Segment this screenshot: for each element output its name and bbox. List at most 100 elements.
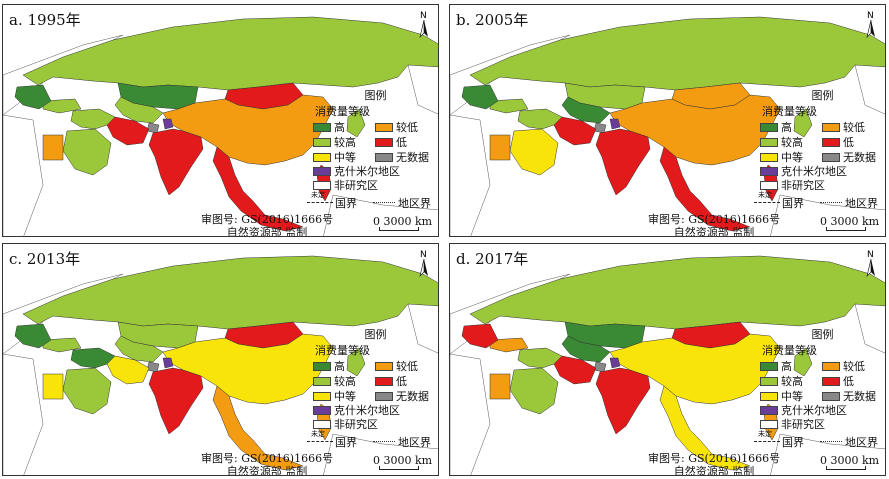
scale-zero: 0	[820, 215, 827, 228]
legend-item-non-study: 非研究区	[313, 417, 438, 431]
region-japan	[793, 347, 813, 377]
region-japan	[793, 108, 813, 138]
region-china	[162, 333, 334, 405]
map-legend: 图例 消费量等级 高 较低 较高 低 中等 无数据 克什米尔地区 非研究区	[760, 326, 885, 431]
legend-title: 图例	[811, 328, 834, 341]
undetermined-label: 未定	[758, 430, 772, 438]
undetermined-label: 未定	[311, 191, 325, 199]
region-middle-east	[517, 347, 563, 369]
boundary-legend: 未定 国界 地区界	[750, 430, 885, 449]
approval-line-1: 审图号: GS(2016)1666号	[648, 213, 781, 226]
legend-item-high: 高	[760, 359, 822, 373]
legend-item-nodata: 无数据	[375, 389, 437, 403]
legend-item-medium: 中等	[760, 389, 822, 403]
legend-subtitle: 消费量等级	[315, 344, 370, 357]
scale-bar: 0 3000 km	[373, 454, 433, 470]
north-arrow-icon: N	[419, 11, 428, 38]
legend-item-high: 高	[760, 120, 822, 134]
region-kashmir	[162, 118, 174, 130]
scale-distance: 3000 km	[383, 454, 433, 467]
region-middle-east	[517, 108, 563, 130]
region-sea	[659, 385, 751, 471]
legend-item-higher: 较高	[760, 374, 822, 388]
region-yemen	[42, 134, 64, 161]
map-legend: 图例 消费量等级 高 较低 较高 低 中等 无数据 克什米尔地区 非研究区	[313, 326, 438, 431]
legend-item-low: 低	[822, 135, 884, 149]
region-middle-east	[70, 108, 116, 130]
approval-line-2: 自然资源部 监制	[226, 226, 308, 237]
region-russia	[469, 16, 885, 91]
legend-item-low: 低	[822, 374, 884, 388]
legend-item-lower: 较低	[375, 120, 437, 134]
undetermined-label: 未定	[311, 430, 325, 438]
legend-subtitle: 消费量等级	[315, 105, 370, 118]
national-boundary-label: 国界	[782, 436, 804, 449]
approval-line-2: 自然资源部 监制	[226, 465, 308, 476]
legend-item-low: 低	[375, 374, 437, 388]
region-arabia	[62, 128, 112, 176]
scale-distance: 3000 km	[830, 215, 880, 228]
legend-item-non-study: 非研究区	[760, 417, 885, 431]
map-canvas	[450, 16, 885, 236]
legend-title: 图例	[364, 89, 387, 102]
regional-boundary-label: 地区界	[398, 197, 431, 210]
legend-item-higher: 较高	[313, 135, 375, 149]
national-boundary-label: 国界	[335, 197, 357, 210]
region-central-asia	[114, 335, 164, 363]
legend-item-nodata: 无数据	[822, 389, 884, 403]
region-turkey	[489, 98, 529, 114]
legend-item-kashmir: 克什米尔地区	[313, 164, 438, 178]
region-arabia	[509, 128, 559, 176]
scale-zero: 0	[373, 454, 380, 467]
region-se-europe	[461, 84, 499, 110]
region-russia	[22, 255, 438, 330]
map-panel-b: b. 2005年 N 图例 消费量等级 高 较低 较高 低 中等 无数据 克什米…	[449, 4, 886, 237]
approval-line-1: 审图号: GS(2016)1666号	[201, 213, 334, 226]
map-approval-number: 审图号: GS(2016)1666号 自然资源部 监制	[201, 452, 334, 476]
legend-subtitle: 消费量等级	[762, 105, 817, 118]
map-legend: 图例 消费量等级 高 较低 较高 低 中等 无数据 克什米尔地区 非研究区	[313, 87, 438, 192]
scale-bar: 0 3000 km	[820, 215, 880, 231]
north-arrow-icon: N	[866, 11, 875, 38]
region-nodata	[146, 361, 160, 373]
region-turkey	[42, 337, 82, 353]
legend-item-low: 低	[375, 135, 437, 149]
boundary-legend: 未定 国界 地区界	[303, 430, 438, 449]
legend-item-nodata: 无数据	[822, 150, 884, 164]
panel-title: b. 2005年	[456, 11, 529, 29]
undetermined-label: 未定	[758, 191, 772, 199]
map-legend: 图例 消费量等级 高 较低 较高 低 中等 无数据 克什米尔地区 非研究区	[760, 87, 885, 192]
region-kashmir	[609, 118, 621, 130]
north-arrow-icon: N	[866, 250, 875, 277]
region-india	[595, 128, 651, 196]
north-label: N	[867, 11, 874, 21]
region-japan	[346, 108, 366, 138]
approval-line-2: 自然资源部 监制	[673, 226, 755, 237]
region-yemen	[489, 134, 511, 161]
scale-bar: 0 3000 km	[373, 215, 432, 231]
scale-zero: 0	[820, 454, 827, 467]
region-iran	[106, 116, 150, 146]
region-china	[609, 333, 781, 405]
region-india	[148, 367, 204, 435]
region-arabia	[62, 367, 112, 415]
legend-item-high: 高	[313, 120, 375, 134]
region-japan	[346, 347, 366, 377]
map-approval-number: 审图号: GS(2016)1666号 自然资源部 监制	[201, 213, 334, 237]
region-arabia	[509, 367, 559, 415]
scale-zero: 0	[373, 215, 380, 228]
scale-distance: 3000 km	[830, 454, 880, 467]
region-se-europe	[461, 323, 499, 349]
map-panel-a: a. 1995年 N 图例 消费量等级 高 较低 较高 低 中等 无数据 克什米…	[2, 4, 439, 237]
panel-title: a. 1995年	[9, 11, 81, 29]
north-label: N	[420, 11, 427, 21]
region-kashmir	[609, 357, 621, 369]
approval-line-1: 审图号: GS(2016)1666号	[201, 452, 334, 465]
map-panel-d: d. 2017年 N 图例 消费量等级 高 较低 较高 低 中等 无数据 克什米…	[449, 243, 886, 476]
region-turkey	[489, 337, 529, 353]
region-china	[162, 94, 334, 166]
national-boundary-label: 国界	[335, 436, 357, 449]
legend-item-lower: 较低	[375, 359, 437, 373]
scale-bar: 0 3000 km	[820, 454, 880, 470]
region-central-asia	[561, 335, 611, 363]
